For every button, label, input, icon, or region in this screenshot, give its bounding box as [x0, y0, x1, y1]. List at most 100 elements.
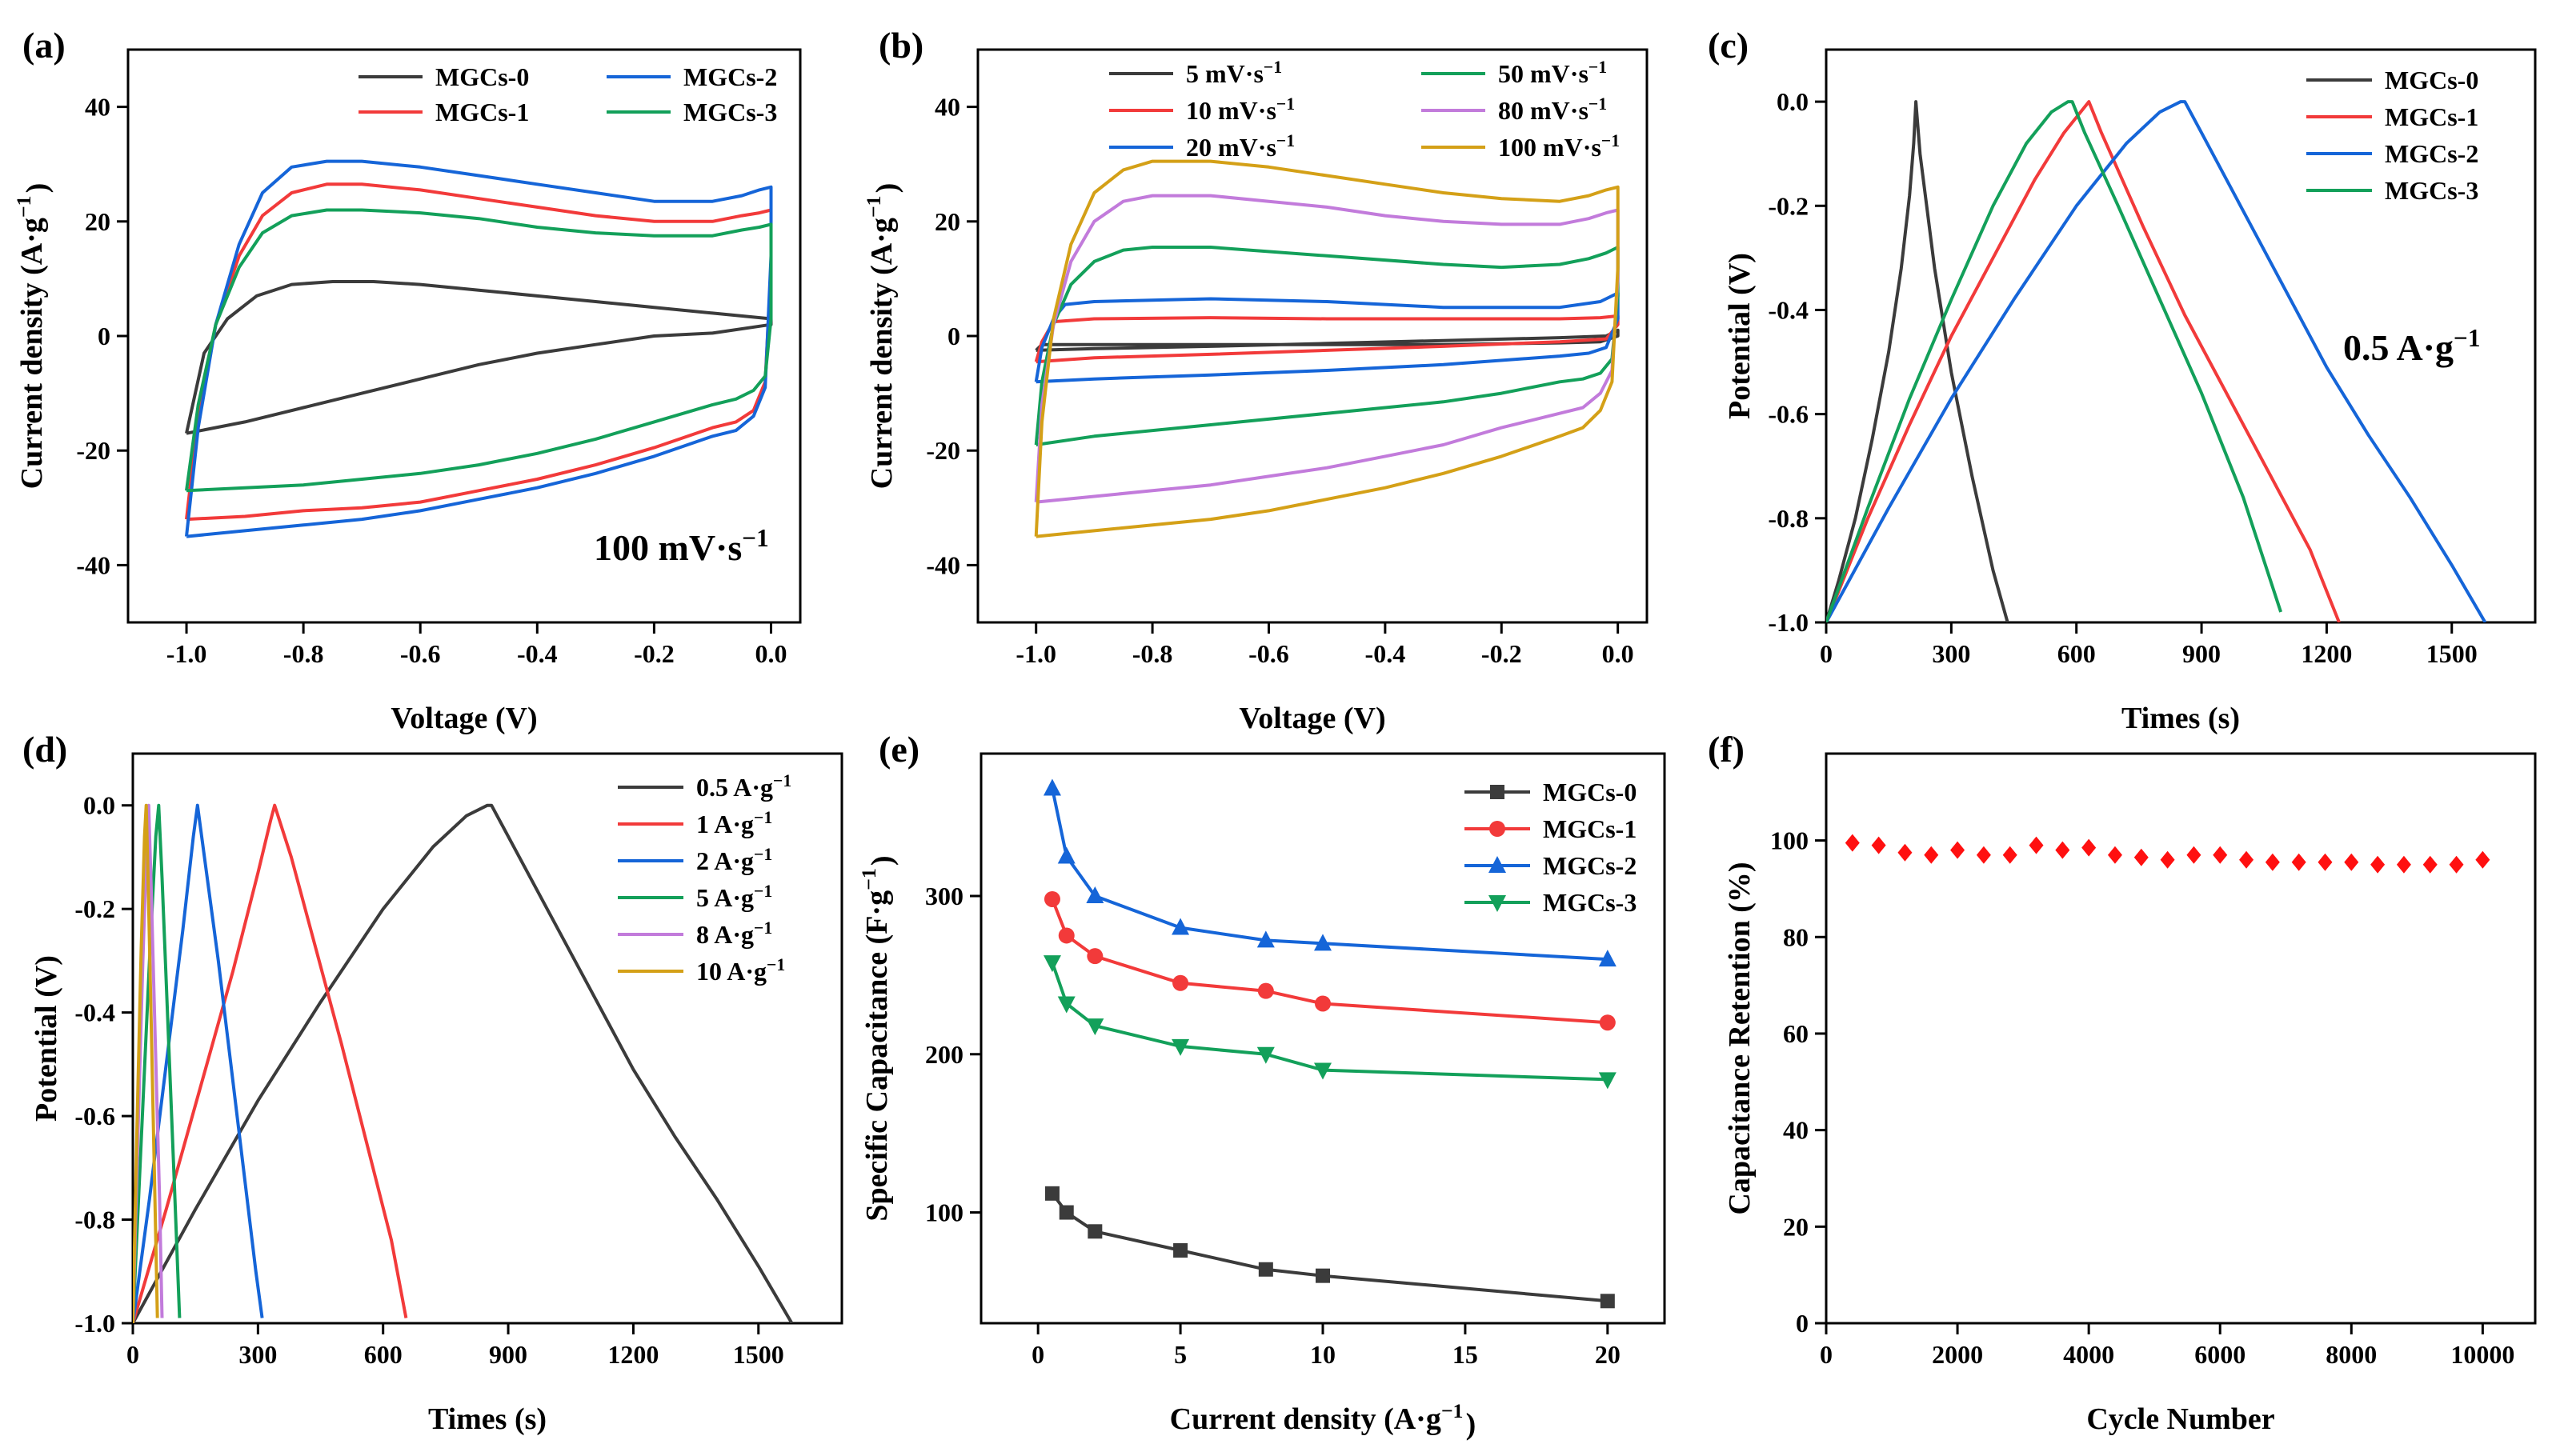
- x-tick-label: 0.0: [1602, 639, 1634, 668]
- data-point: [1086, 1018, 1104, 1036]
- x-tick-label: -0.2: [1481, 639, 1522, 668]
- legend: 0.5 A·g−1 1 A·g−1 2 A·g−1 5 A·g−1 8 A·g−…: [618, 771, 794, 990]
- data-point: [1871, 836, 1886, 854]
- x-tick-label: -0.6: [1248, 639, 1289, 668]
- x-tick-label: 2000: [1932, 1340, 1983, 1369]
- legend: MGCs-0 MGCs-1 MGCs-2 MGCs-3: [1464, 778, 1637, 917]
- data-point: [1059, 1205, 1074, 1220]
- y-tick-label: -0.6: [1768, 400, 1809, 429]
- x-tick-label: 0: [1820, 639, 1833, 668]
- x-axis-label: Cycle Number: [2086, 1402, 2274, 1436]
- x-tick-label: -0.8: [1132, 639, 1173, 668]
- data-point: [1043, 955, 1061, 973]
- y-tick-label: -0.2: [74, 894, 115, 923]
- data-point: [1172, 1038, 1190, 1056]
- legend-label: MGCs-2: [1543, 851, 1637, 880]
- series-line-2 A·g⁻¹: [133, 803, 264, 1323]
- data-point: [2081, 838, 2097, 857]
- legend-label: MGCs-0: [1543, 778, 1637, 806]
- data-point: [1044, 1186, 1060, 1201]
- y-tick-label: 40: [85, 93, 110, 122]
- x-tick-label: -0.4: [1365, 639, 1406, 668]
- series-line-20 mV·s⁻¹: [1034, 291, 1620, 384]
- data-point: [1599, 1014, 1616, 1031]
- x-axis-label: Voltage (V): [391, 702, 537, 735]
- data-point: [2422, 855, 2438, 874]
- x-tick-label: 0: [126, 1340, 139, 1369]
- series-line-MGCs-2: [185, 159, 773, 538]
- y-axis-label: Capacitance Retention (%): [1723, 862, 1757, 1214]
- panel-label: (e): [879, 729, 919, 770]
- x-tick-label: -0.6: [400, 639, 441, 668]
- panel-label: (a): [22, 25, 66, 66]
- data-point: [1314, 934, 1332, 951]
- series-line-0.5 A·g⁻¹: [133, 803, 794, 1323]
- legend-label: 10 A·g−1: [696, 955, 787, 990]
- y-tick-label: 60: [1783, 1019, 1809, 1048]
- y-tick-label: 300: [925, 882, 964, 910]
- x-tick-label: 0: [1032, 1340, 1044, 1369]
- legend-label: MGCs-2: [683, 62, 777, 91]
- data-point: [1044, 890, 1060, 907]
- y-axis-label: Specific Capacitance (F·g−1 ): [857, 855, 899, 1221]
- series-line-MGCs-0: [185, 280, 773, 435]
- x-axis-label: Current density (A·g−1 ): [1170, 1399, 1476, 1442]
- series-line-5 mV·s⁻¹: [1035, 328, 1620, 352]
- data-point: [1256, 930, 1275, 948]
- data-point: [2107, 846, 2122, 864]
- x-tick-label: 1500: [733, 1340, 784, 1369]
- y-tick-label: 80: [1783, 922, 1809, 951]
- chart-panel-5: 0 2000 4000 6000 8000 10000 0 20 40 60 80 100 Cycle …: [1708, 729, 2537, 1436]
- y-tick-label: -1.0: [74, 1309, 115, 1338]
- data-point: [2239, 850, 2254, 869]
- x-tick-label: -0.8: [283, 639, 324, 668]
- y-tick-label: -40: [926, 550, 960, 579]
- data-point: [1845, 834, 1860, 852]
- x-tick-label: 5: [1174, 1340, 1187, 1369]
- data-point: [1314, 1062, 1332, 1080]
- data-point: [1057, 846, 1076, 864]
- y-tick-label: 0.0: [83, 791, 115, 820]
- y-tick-label: 40: [1783, 1116, 1809, 1145]
- panel-label: (c): [1708, 25, 1749, 66]
- series-line-10 A·g⁻¹: [133, 803, 159, 1323]
- data-point: [2133, 848, 2149, 866]
- series-group: [185, 159, 773, 538]
- data-point: [2396, 855, 2411, 874]
- x-tick-label: -1.0: [1016, 639, 1056, 668]
- data-point: [1598, 950, 1617, 967]
- plot-frame: [1825, 48, 2537, 624]
- series-line-10 mV·s⁻¹: [1034, 314, 1620, 364]
- series-group: [1826, 100, 2487, 622]
- x-tick-label: 300: [238, 1340, 277, 1369]
- x-axis-label: Voltage (V): [1239, 702, 1385, 735]
- series-line-MGCs-2: [1051, 788, 1608, 962]
- x-tick-label: 6000: [2194, 1340, 2246, 1369]
- y-tick-label: 40: [935, 93, 960, 122]
- data-point: [2186, 846, 2201, 864]
- y-axis-label: Potential (V): [1723, 253, 1757, 419]
- x-tick-label: 1200: [607, 1340, 659, 1369]
- legend-label: 5 A·g−1: [696, 882, 775, 917]
- data-point: [1600, 1294, 1615, 1309]
- data-point: [2029, 836, 2044, 854]
- x-tick-label: 600: [364, 1340, 403, 1369]
- data-point: [1897, 843, 1913, 862]
- legend-label: MGCs-3: [2385, 176, 2478, 205]
- x-tick-label: 900: [489, 1340, 527, 1369]
- data-point: [1256, 1046, 1275, 1064]
- x-tick-label: 20: [1595, 1340, 1621, 1369]
- data-point: [2318, 853, 2333, 871]
- legend-label: 5 mV·s−1: [1186, 58, 1284, 93]
- y-tick-label: 0: [98, 322, 110, 350]
- legend-label: MGCs-1: [435, 98, 529, 126]
- legend-label: MGCs-2: [2385, 139, 2478, 168]
- legend-label: MGCs-3: [683, 98, 777, 126]
- legend: MGCs-0 MGCs-1 MGCs-2 MGCs-3: [2306, 66, 2478, 205]
- data-point: [2160, 850, 2175, 869]
- data-point: [2055, 841, 2070, 859]
- data-point: [1976, 846, 1991, 864]
- x-tick-label: -1.0: [166, 639, 207, 668]
- legend-label: 0.5 A·g−1: [696, 771, 794, 806]
